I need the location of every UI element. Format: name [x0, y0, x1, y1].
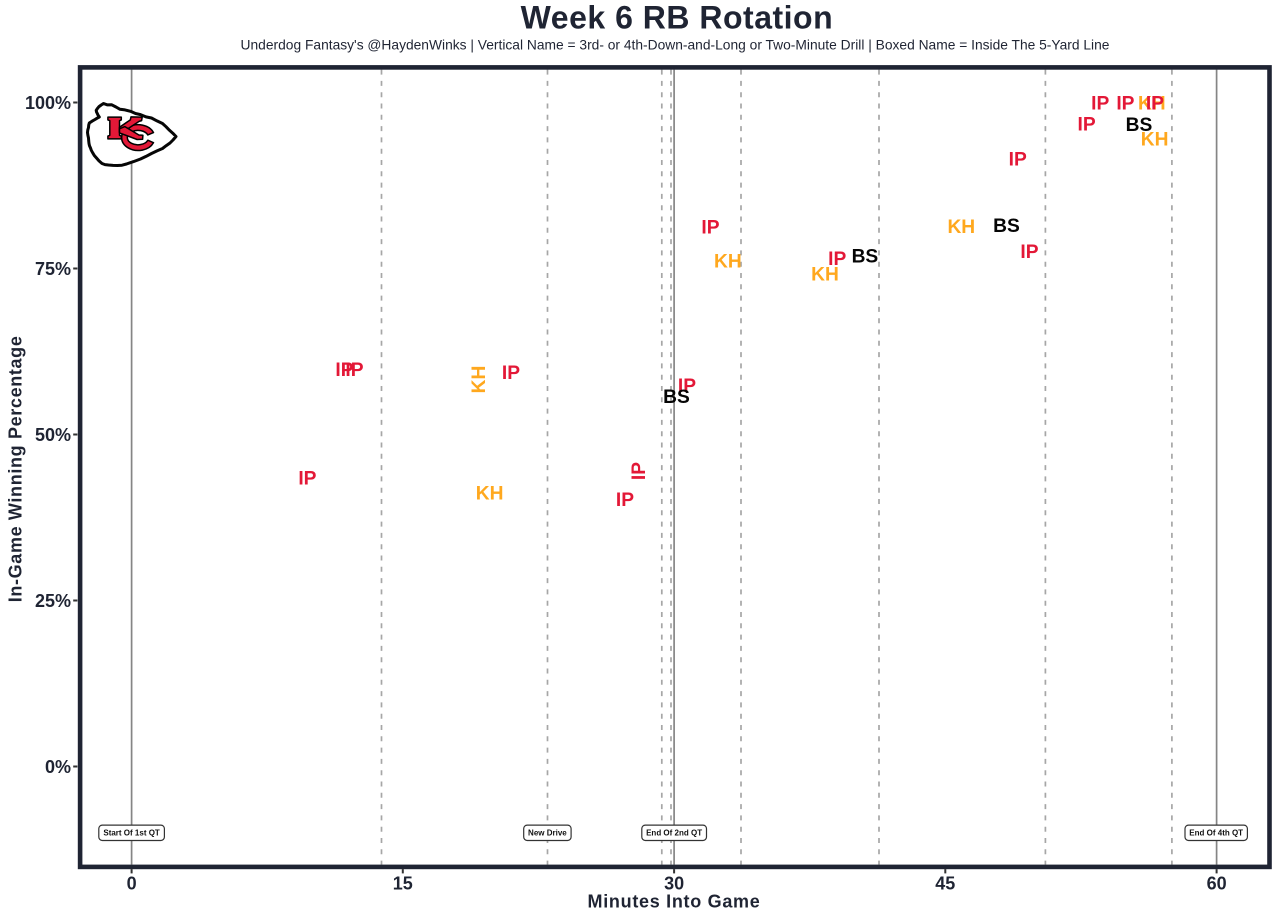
svg-text:Week 6 RB Rotation: Week 6 RB Rotation [521, 0, 833, 36]
svg-text:BS: BS [1126, 115, 1153, 136]
svg-text:15: 15 [393, 874, 413, 894]
svg-text:KH: KH [476, 484, 504, 505]
svg-text:IP: IP [298, 468, 316, 489]
svg-text:IP: IP [1146, 93, 1164, 114]
svg-text:End Of 2nd QT: End Of 2nd QT [646, 829, 702, 838]
svg-text:IP: IP [1009, 150, 1027, 171]
svg-text:IP: IP [335, 360, 353, 381]
svg-text:IP: IP [502, 363, 520, 384]
svg-text:KH: KH [1141, 130, 1169, 151]
svg-text:0%: 0% [45, 757, 71, 777]
svg-text:IP: IP [1020, 242, 1038, 263]
svg-text:IP: IP [1116, 93, 1134, 114]
svg-text:End Of 4th QT: End Of 4th QT [1189, 829, 1243, 838]
svg-text:KH: KH [947, 217, 975, 238]
svg-text:75%: 75% [35, 259, 71, 279]
svg-text:30: 30 [664, 874, 684, 894]
svg-text:IP: IP [616, 490, 634, 511]
svg-text:45: 45 [935, 874, 955, 894]
svg-text:IP: IP [345, 360, 363, 381]
svg-text:Start Of 1st QT: Start Of 1st QT [103, 829, 160, 838]
svg-text:60: 60 [1207, 874, 1227, 894]
svg-text:IP: IP [629, 462, 650, 480]
svg-text:KH: KH [714, 251, 742, 272]
svg-text:IP: IP [678, 376, 696, 397]
svg-text:KH: KH [811, 265, 839, 286]
svg-text:KH: KH [469, 366, 490, 394]
svg-text:IP: IP [1091, 93, 1109, 114]
svg-text:Minutes Into Game: Minutes Into Game [588, 891, 761, 911]
svg-text:IP: IP [828, 249, 846, 270]
svg-text:BS: BS [663, 387, 690, 408]
svg-text:In-Game Winning Percentage: In-Game Winning Percentage [6, 336, 26, 603]
svg-text:BS: BS [993, 216, 1020, 237]
svg-text:0: 0 [127, 874, 137, 894]
svg-text:IP: IP [1078, 115, 1096, 136]
svg-text:25%: 25% [35, 591, 71, 611]
svg-text:50%: 50% [35, 425, 71, 445]
svg-text:KH: KH [1138, 93, 1166, 114]
svg-text:IP: IP [701, 218, 719, 239]
svg-text:BS: BS [852, 247, 879, 268]
svg-text:100%: 100% [25, 93, 71, 113]
svg-text:Underdog Fantasy's @HaydenWink: Underdog Fantasy's @HaydenWinks | Vertic… [241, 38, 1110, 53]
svg-text:New Drive: New Drive [528, 829, 567, 838]
